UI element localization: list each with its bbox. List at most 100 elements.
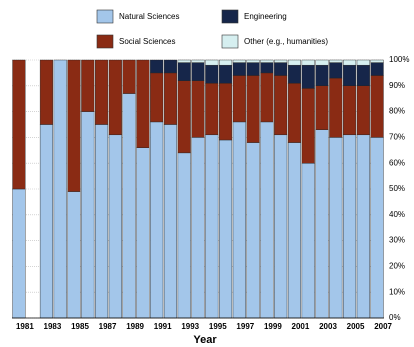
bar-segment [246, 75, 260, 143]
bar-segment [315, 129, 329, 319]
bar-segment [370, 75, 384, 138]
x-tick-label: 1989 [126, 322, 144, 331]
bar-segment [287, 142, 301, 319]
bar-segment [370, 62, 384, 76]
bar-segment [370, 59, 384, 63]
bar-segment [205, 64, 219, 84]
bar-segment [356, 134, 370, 319]
x-tick-label: 1999 [264, 322, 282, 331]
bar-segment [343, 85, 357, 136]
bar-segment [329, 137, 343, 319]
x-tick-label: 1983 [44, 322, 62, 331]
bar-segment [191, 62, 205, 81]
bar-segment [177, 80, 191, 154]
y-tick-label: 70% [389, 133, 405, 142]
y-tick-label: 100% [389, 55, 409, 64]
legend-swatch [221, 34, 239, 49]
x-tick-label: 1995 [209, 322, 227, 331]
bar-segment [191, 80, 205, 138]
bar-segment [287, 59, 301, 66]
x-tick-label: 1981 [16, 322, 34, 331]
x-tick-label: 1997 [236, 322, 254, 331]
bar-segment [301, 59, 315, 66]
bar-segment [163, 59, 177, 74]
legend-swatch [96, 9, 114, 24]
x-tick-label: 2005 [347, 322, 365, 331]
bar-segment [246, 62, 260, 76]
bar-segment [122, 59, 136, 94]
bar-segment [329, 59, 343, 63]
bar-segment [163, 124, 177, 319]
legend-label: Engineering [244, 12, 287, 21]
x-tick-label: 1993 [181, 322, 199, 331]
y-tick-label: 60% [389, 158, 405, 167]
bar-segment [356, 64, 370, 87]
bar-segment [95, 59, 109, 125]
bar-segment [219, 64, 233, 84]
bar-segment [301, 88, 315, 164]
bar-segment [274, 75, 288, 136]
x-axis-label: Year [193, 334, 217, 346]
bar-segment [356, 59, 370, 66]
bar-segment [177, 62, 191, 81]
bar-segment [232, 59, 246, 63]
bar-segment [343, 64, 357, 87]
bar-segment [260, 59, 274, 63]
bar-segment [260, 121, 274, 319]
bar-segment [150, 121, 164, 319]
bar-segment [329, 77, 343, 138]
bar-segment [67, 191, 81, 319]
bar-segment [232, 121, 246, 319]
bar-segment [81, 59, 95, 112]
bar-segment [150, 59, 164, 74]
bar-segment [95, 124, 109, 319]
bar-segment [191, 59, 205, 63]
bar-segment [39, 59, 53, 125]
bar-segment [246, 142, 260, 319]
legend-label: Other (e.g., humanities) [244, 37, 328, 46]
bar-segment [108, 134, 122, 319]
bar-segment [301, 64, 315, 89]
bar-segment [356, 85, 370, 136]
legend-label: Social Sciences [119, 37, 175, 46]
legend-label: Natural Sciences [119, 12, 179, 21]
bar-segment [191, 137, 205, 319]
x-tick-label: 1987 [99, 322, 117, 331]
bar-segment [177, 152, 191, 319]
bar-segment [232, 62, 246, 76]
bar-segment [232, 75, 246, 123]
bar-segment [301, 162, 315, 319]
bar-segment [12, 59, 26, 190]
x-tick-label: 2001 [292, 322, 310, 331]
bar-segment [315, 64, 329, 87]
bar-segment [81, 111, 95, 319]
bar-segment [177, 59, 191, 63]
bar-segment [67, 59, 81, 192]
bar-segment [219, 59, 233, 66]
bar-segment [39, 124, 53, 319]
y-tick-label: 20% [389, 262, 405, 271]
bar-segment [163, 72, 177, 125]
x-tick-label: 1991 [154, 322, 172, 331]
bar-segment [246, 59, 260, 63]
bar-segment [136, 59, 150, 148]
bar-segment [343, 59, 357, 66]
bar-segment [205, 134, 219, 319]
bar-segment [274, 62, 288, 76]
bar-segment [260, 62, 274, 74]
y-tick-label: 50% [389, 184, 405, 193]
x-tick-label: 1985 [71, 322, 89, 331]
bar-segment [260, 72, 274, 123]
y-tick-label: 80% [389, 107, 405, 116]
bar-segment [12, 188, 26, 319]
bar-segment [150, 72, 164, 123]
bar-segment [315, 59, 329, 66]
bar-segment [274, 134, 288, 319]
bar-segment [329, 62, 343, 79]
x-tick-label: 2003 [319, 322, 337, 331]
bar-segment [287, 83, 301, 143]
y-tick-label: 0% [389, 313, 401, 322]
y-tick-label: 90% [389, 81, 405, 90]
legend-swatch [221, 9, 239, 24]
